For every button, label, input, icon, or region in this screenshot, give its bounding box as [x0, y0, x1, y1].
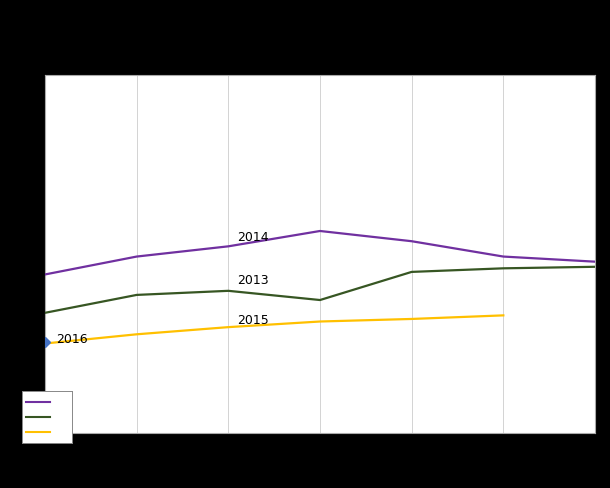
- Text: 2016: 2016: [56, 333, 88, 346]
- Text: 2014: 2014: [237, 231, 269, 244]
- Text: 2015: 2015: [237, 314, 269, 326]
- Text: 2013: 2013: [237, 274, 269, 287]
